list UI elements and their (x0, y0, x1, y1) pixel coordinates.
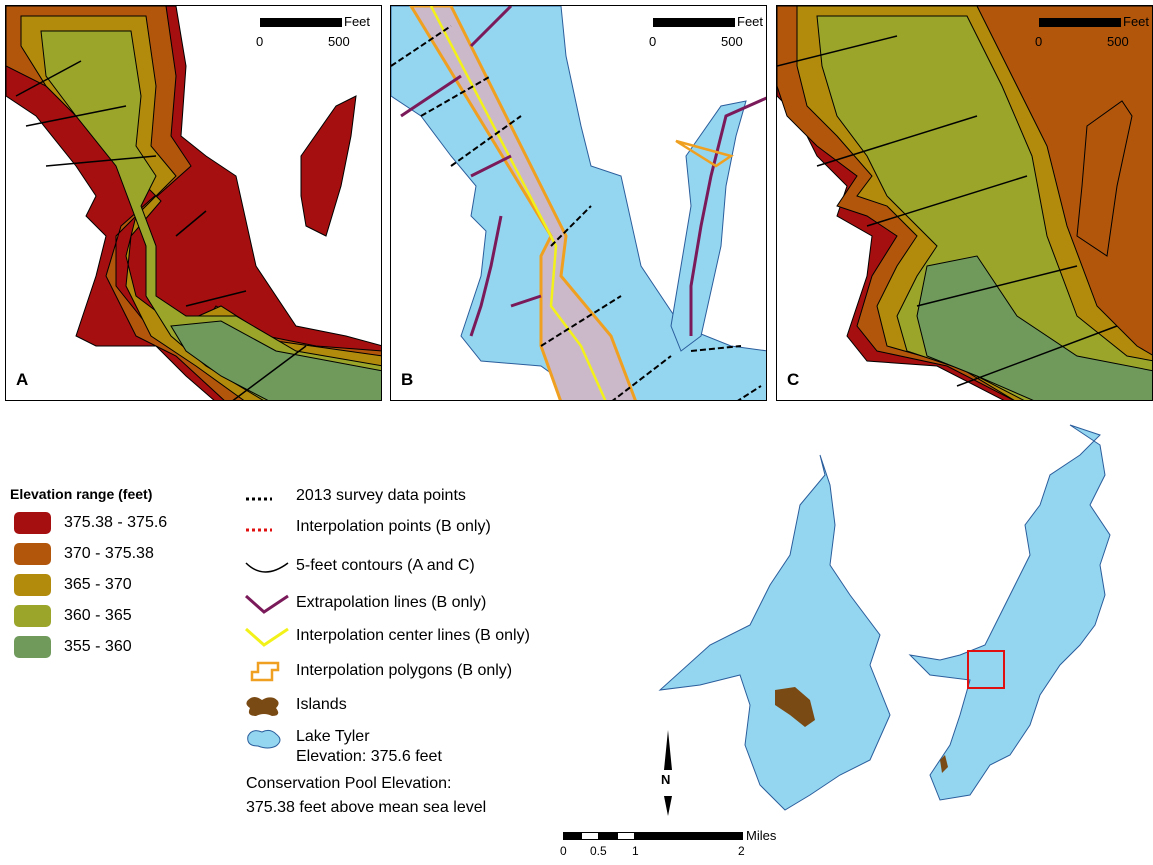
elevation-swatch (14, 605, 51, 627)
elevation-swatch (14, 543, 51, 565)
scale-bar: Feet 0 500 (649, 14, 764, 49)
elevation-legend-title: Elevation range (feet) (10, 486, 153, 502)
panel-a-map (6, 6, 381, 400)
elevation-swatch (14, 574, 51, 596)
red-dotted-line-icon (246, 528, 272, 532)
map-panel-b: Feet 0 500 B (390, 5, 767, 401)
purple-zigzag-icon (245, 594, 289, 614)
map-panel-a: Feet 0 500 A (5, 5, 382, 401)
panel-label: C (787, 370, 800, 389)
north-label: N (661, 772, 671, 787)
panel-label: B (401, 370, 414, 389)
orange-polygon-icon (250, 661, 280, 682)
lake-icon (247, 729, 281, 749)
black-dotted-line-icon (246, 497, 272, 501)
north-arrow: N (658, 728, 678, 818)
conservation-line-2: 375.38 feet above mean sea level (246, 799, 487, 816)
north-arrow-icon (664, 730, 672, 816)
map-panel-c: Feet 0 500 C (776, 5, 1153, 401)
scale-bar: Feet 0 500 (256, 14, 371, 49)
locator-box (967, 650, 1005, 689)
panel-c-map (777, 6, 1152, 400)
conservation-line-1: Conservation Pool Elevation: (246, 775, 452, 792)
miles-scale-bar: Miles 0 0.5 1 2 (560, 828, 777, 858)
yellow-zigzag-icon (245, 627, 289, 647)
elevation-swatch (14, 636, 51, 658)
scale-bar: Feet 0 500 (1035, 14, 1150, 49)
panel-b-map (391, 6, 766, 400)
island-icon (246, 697, 279, 716)
panel-label: A (16, 370, 29, 389)
lake-overview-map (658, 424, 1111, 811)
elevation-swatch (14, 512, 51, 534)
contour-curve-icon (245, 562, 289, 573)
